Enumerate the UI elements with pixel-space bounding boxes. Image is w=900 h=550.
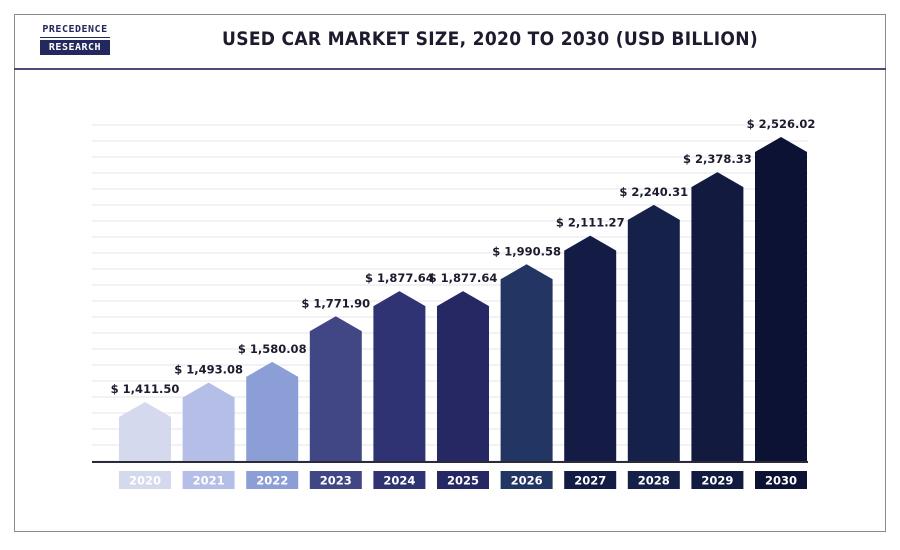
x-tick-label-2029: 2029 bbox=[701, 474, 733, 488]
bar-2030 bbox=[755, 137, 807, 462]
category-box-2028 bbox=[627, 471, 680, 489]
x-tick-label-2026: 2026 bbox=[511, 474, 543, 488]
x-tick-label-2025: 2025 bbox=[447, 474, 479, 488]
header-divider bbox=[14, 68, 886, 70]
category-box-2021 bbox=[182, 471, 235, 489]
category-box-2030 bbox=[755, 471, 807, 489]
x-tick-label-2022: 2022 bbox=[256, 474, 288, 488]
bar-2020 bbox=[119, 402, 171, 462]
bar-2027 bbox=[564, 235, 617, 462]
x-tick-label-2027: 2027 bbox=[574, 474, 606, 488]
x-tick-label-2020: 2020 bbox=[129, 474, 161, 488]
chart-title: USED CAR MARKET SIZE, 2020 TO 2030 (USD … bbox=[222, 28, 758, 50]
x-tick-label-2023: 2023 bbox=[320, 474, 352, 488]
data-label-2023: $ 1,771.90 bbox=[301, 296, 370, 310]
bar-2022 bbox=[246, 361, 299, 462]
data-label-2020: $ 1,411.50 bbox=[111, 382, 180, 396]
bar-2023 bbox=[309, 316, 362, 462]
category-box-2027 bbox=[564, 471, 617, 489]
x-tick-label-2021: 2021 bbox=[193, 474, 225, 488]
category-box-2024 bbox=[373, 471, 426, 489]
data-label-2024: $ 1,877.64 bbox=[365, 271, 434, 285]
data-label-2021: $ 1,493.08 bbox=[174, 363, 243, 377]
bar-2028 bbox=[627, 204, 680, 462]
data-label-2026: $ 1,990.58 bbox=[492, 244, 561, 258]
bar-2024 bbox=[373, 291, 426, 462]
category-box-2029 bbox=[691, 471, 744, 489]
bar-2025 bbox=[437, 291, 489, 462]
category-box-2023 bbox=[309, 471, 362, 489]
x-tick-label-2030: 2030 bbox=[765, 474, 797, 488]
chart-frame bbox=[14, 14, 886, 532]
data-label-2028: $ 2,240.31 bbox=[619, 185, 688, 199]
category-box-2025 bbox=[437, 471, 489, 489]
brand-logo: PRECEDENCE RESEARCH bbox=[40, 22, 110, 62]
data-label-2030: $ 2,526.02 bbox=[747, 117, 816, 131]
brand-line2: RESEARCH bbox=[40, 40, 110, 55]
data-label-2025: $ 1,877.64 bbox=[429, 271, 498, 285]
category-box-2022 bbox=[246, 471, 299, 489]
bar-2021 bbox=[182, 382, 235, 462]
data-label-2022: $ 1,580.08 bbox=[238, 342, 307, 356]
data-label-2029: $ 2,378.33 bbox=[683, 152, 752, 166]
brand-line1: PRECEDENCE bbox=[40, 22, 110, 38]
bar-2026 bbox=[500, 264, 553, 462]
x-tick-label-2024: 2024 bbox=[383, 474, 415, 488]
data-label-2027: $ 2,111.27 bbox=[556, 216, 625, 230]
category-box-2026 bbox=[500, 471, 553, 489]
category-box-2020 bbox=[119, 471, 171, 489]
bar-2029 bbox=[691, 172, 744, 462]
x-tick-label-2028: 2028 bbox=[638, 474, 670, 488]
